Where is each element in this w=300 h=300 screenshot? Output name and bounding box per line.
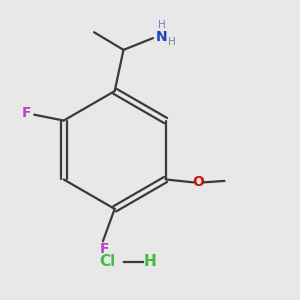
Text: H: H bbox=[144, 254, 156, 269]
Text: N: N bbox=[156, 30, 168, 44]
Text: Cl: Cl bbox=[99, 254, 116, 269]
Text: F: F bbox=[22, 106, 32, 120]
Text: O: O bbox=[192, 176, 204, 189]
Text: H: H bbox=[168, 37, 176, 47]
Text: F: F bbox=[100, 242, 109, 256]
Text: H: H bbox=[158, 20, 166, 30]
